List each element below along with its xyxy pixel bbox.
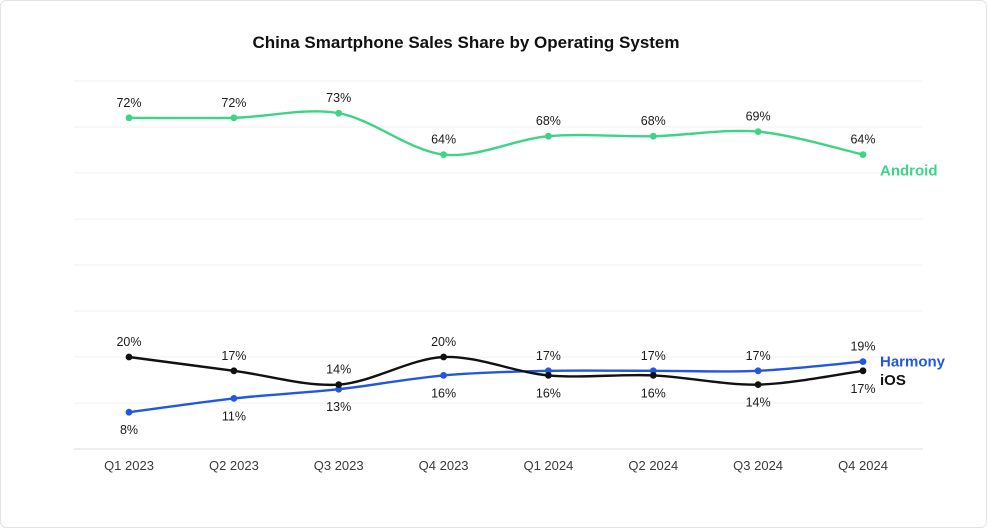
data-point-ios bbox=[754, 381, 762, 388]
data-point-android bbox=[230, 114, 238, 122]
value-label: 73% bbox=[326, 91, 351, 105]
data-point-ios bbox=[649, 372, 657, 379]
data-point-ios bbox=[125, 353, 133, 361]
value-label: 64% bbox=[850, 133, 875, 147]
value-label: 16% bbox=[536, 386, 561, 400]
data-point-ios bbox=[859, 367, 867, 375]
value-label: 11% bbox=[222, 409, 246, 423]
data-point-android bbox=[545, 132, 552, 140]
x-axis-label: Q4 2023 bbox=[419, 458, 469, 473]
value-label: 68% bbox=[536, 114, 561, 128]
x-axis-label: Q1 2024 bbox=[523, 458, 573, 473]
data-point-ios bbox=[440, 353, 447, 361]
value-label: 17% bbox=[536, 349, 561, 363]
data-point-android bbox=[859, 151, 867, 159]
chart-title: China Smartphone Sales Share by Operatin… bbox=[252, 33, 680, 52]
data-point-harmony bbox=[125, 408, 133, 416]
value-label: 14% bbox=[746, 396, 771, 410]
data-point-android bbox=[754, 128, 762, 135]
value-label: 8% bbox=[120, 423, 138, 437]
value-label: 16% bbox=[431, 386, 456, 400]
x-axis-label: Q1 2023 bbox=[104, 458, 154, 473]
value-label: 20% bbox=[431, 335, 456, 349]
data-point-harmony bbox=[440, 372, 447, 379]
series-end-label-android: Android bbox=[880, 163, 938, 180]
data-point-ios bbox=[335, 381, 343, 388]
data-point-android bbox=[440, 151, 447, 159]
value-label: 14% bbox=[326, 363, 351, 377]
value-label: 16% bbox=[641, 386, 666, 400]
value-label: 13% bbox=[326, 400, 351, 414]
value-label: 17% bbox=[850, 382, 875, 396]
data-point-android bbox=[335, 109, 343, 117]
data-point-harmony bbox=[230, 395, 238, 402]
x-axis-label: Q2 2023 bbox=[209, 458, 259, 473]
series-line-harmony bbox=[127, 360, 865, 414]
value-label: 72% bbox=[116, 96, 141, 110]
value-label: 64% bbox=[431, 133, 456, 147]
value-label: 17% bbox=[641, 349, 666, 363]
data-point-ios bbox=[545, 372, 552, 379]
x-axis-label: Q4 2024 bbox=[838, 458, 888, 473]
series-line-ios bbox=[127, 355, 865, 387]
data-point-harmony bbox=[859, 358, 867, 365]
x-axis-label: Q3 2024 bbox=[733, 458, 783, 473]
series-end-label-harmony: Harmony bbox=[880, 354, 946, 371]
value-label: 17% bbox=[221, 349, 246, 363]
data-point-harmony bbox=[754, 367, 762, 375]
value-label: 19% bbox=[850, 340, 875, 354]
x-axis-label: Q3 2023 bbox=[314, 458, 364, 473]
series-line-android bbox=[127, 110, 865, 157]
value-label: 20% bbox=[116, 335, 141, 349]
data-point-ios bbox=[230, 367, 238, 375]
value-label: 72% bbox=[221, 96, 246, 110]
value-label: 69% bbox=[746, 110, 771, 124]
x-axis-label: Q2 2024 bbox=[628, 458, 678, 473]
data-point-android bbox=[649, 132, 657, 140]
series-end-label-ios: iOS bbox=[880, 372, 906, 389]
value-label: 17% bbox=[746, 349, 771, 363]
value-label: 68% bbox=[641, 114, 666, 128]
data-point-android bbox=[125, 114, 133, 122]
